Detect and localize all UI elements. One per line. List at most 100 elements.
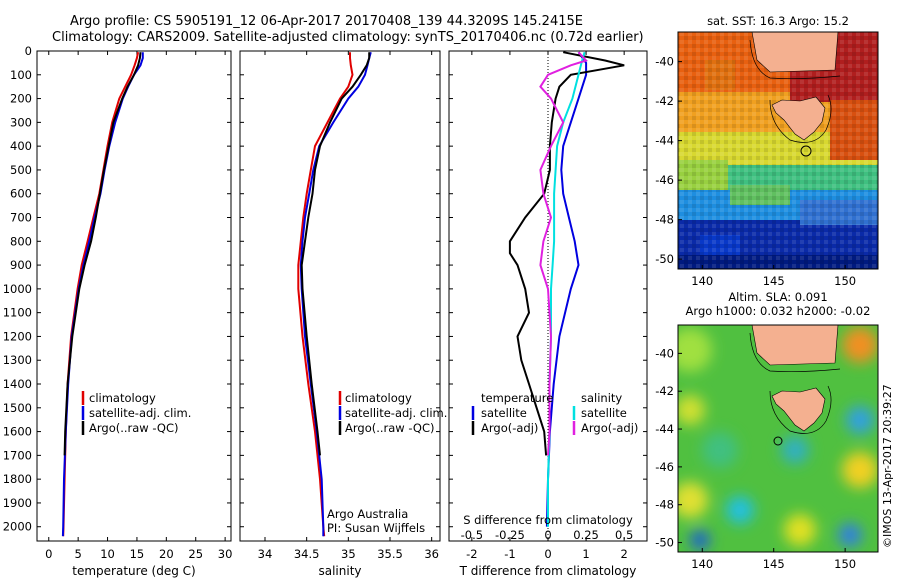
x-tick-label: 0 [544,547,551,561]
depth-tick-label: 500 [10,163,32,177]
map-y-tick-label: -40 [655,346,674,360]
map-x-tick-label: 150 [834,274,856,288]
depth-tick-label: 0 [25,44,32,58]
depth-tick-label: 200 [10,92,32,106]
depth-tick-label: 300 [10,115,32,129]
series-line [539,51,588,456]
salinity-plot-frame [239,50,441,542]
depth-tick-label: 800 [10,234,32,248]
sst-map-title: sat. SST: 16.3 Argo: 15.2 [707,14,849,28]
sla-map-frame [677,324,879,553]
legend-argo: Argo(..raw -QC) [89,421,179,435]
sst-map [678,32,878,269]
x-tick-label: 1 [582,547,589,561]
legend-temperature-title: temperature [481,391,553,405]
x-tick-label: 36 [424,547,439,561]
header-line1: Argo profile: CS 5905191_12 06-Apr-2017 … [70,14,583,29]
legend-temp-argo: Argo(-adj) [481,421,538,435]
series-line [300,52,371,456]
map-x-tick-label: 140 [691,274,713,288]
map-y-tick-label: -48 [655,213,674,227]
series-line [62,52,140,537]
map-y-tick-label: -44 [655,134,674,148]
map-x-tick-label: 150 [834,557,856,571]
legend-climatology: climatology [345,391,412,405]
depth-tick-label: 1700 [3,448,32,462]
series-line [63,52,142,456]
x-tick-label: 10 [100,547,115,561]
depth-tick-label: 700 [10,211,32,225]
depth-tick-label: 1900 [3,496,32,510]
x-tick-label: 5 [74,547,81,561]
depth-tick-label: 2000 [3,520,32,534]
sla-map-subtitle: Argo h1000: 0.032 h2000: -0.02 [686,304,871,318]
depth-tick-label: 400 [10,139,32,153]
depth-tick-label: 100 [10,68,32,82]
map-y-tick-label: -48 [655,498,674,512]
series-line [508,51,625,456]
depth-axis: 0 100 200 300 400 500 600 700 800 900 1000 1100 1200… [3,44,647,534]
depth-tick-label: 1400 [3,377,32,391]
map-x-tick-label: 145 [763,557,785,571]
map-y-tick-label: -46 [655,460,674,474]
legend-sal-argo: Argo(-adj) [581,421,638,435]
bathymetry-contour [749,332,841,434]
difference-legend: temperature salinity satellite Argo(-adj… [471,391,638,435]
x-tick-label: 25 [188,547,203,561]
map-y-tick-label: -42 [655,94,674,108]
legend-satellite-adj: satellite-adj. clim. [345,406,447,420]
tasmania [771,96,826,141]
top-tick-label: -0.5 [461,528,483,542]
sla-map [678,325,878,552]
header-line2: Climatology: CARS2009. Satellite-adjuste… [52,30,644,45]
x-tick-label: 30 [218,547,233,561]
depth-tick-label: 1500 [3,401,32,415]
x-tick-label: 35.5 [377,547,403,561]
x-tick-label: -1 [504,547,515,561]
x-tick-label: -2 [466,547,477,561]
argo-position-marker [800,145,812,157]
map-y-tick-label: -40 [655,55,674,69]
salinity-profiles [297,51,372,537]
x-tick-label: 2 [620,547,627,561]
legend-climatology: climatology [89,391,156,405]
salinity-legend: climatology satellite-adj. clim. Argo(..… [327,391,447,535]
x-tick-label: 34 [258,547,273,561]
s-difference-xlabel: S difference from climatology [463,513,633,527]
temperature-xlabel: temperature (deg C) [72,564,195,578]
salinity-xlabel: salinity [318,564,361,578]
legend-satellite-adj: satellite-adj. clim. [89,406,191,420]
top-tick-label: 0.5 [615,528,633,542]
map-y-tick-label: -46 [655,173,674,187]
map-y-tick-label: -50 [655,252,674,266]
sla-map-axes: 140 145 150 -40 -42 -44 -46 -48 -50 [655,346,856,571]
temperature-profiles [61,52,144,537]
map-x-tick-label: 145 [763,274,785,288]
argo-australia-label: Argo Australia [327,507,408,521]
map-y-tick-label: -44 [655,422,674,436]
legend-sal-satellite: satellite [581,406,627,420]
temperature-axis: 0 5 10 15 20 25 30 [45,51,232,561]
mainland-australia [751,325,839,366]
depth-tick-label: 1000 [3,282,32,296]
depth-tick-label: 900 [10,258,32,272]
t-difference-xlabel: T difference from climatology [459,564,637,578]
sst-map-frame [677,31,879,270]
x-tick-label: 35 [341,547,356,561]
salinity-axis: 34 34.5 35 35.5 36 [258,51,439,561]
legend-salinity-title: salinity [581,391,622,405]
top-tick-label: -0.25 [495,528,525,542]
x-tick-label: 20 [159,547,174,561]
sla-map-title: Altim. SLA: 0.091 [728,290,827,304]
bathymetry-contour [749,39,841,143]
mainland-australia [751,32,839,73]
series-line [297,52,354,537]
difference-profiles [508,51,625,527]
tasmania [771,387,826,432]
series-line [545,51,588,527]
x-tick-label: 0 [45,547,52,561]
argo-position-marker [773,436,783,446]
depth-tick-label: 1300 [3,353,32,367]
